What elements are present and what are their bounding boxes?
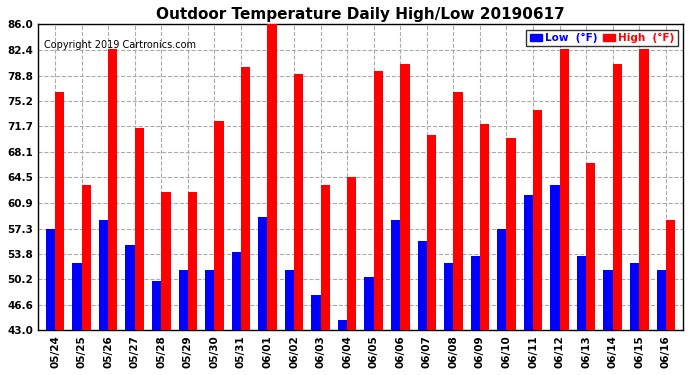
Bar bbox=[639, 50, 649, 330]
Bar bbox=[294, 74, 304, 330]
Bar bbox=[241, 67, 250, 330]
Bar bbox=[188, 192, 197, 330]
Bar bbox=[232, 252, 241, 330]
Bar bbox=[338, 320, 347, 330]
Bar bbox=[533, 110, 542, 330]
Bar bbox=[55, 92, 64, 330]
Bar bbox=[586, 163, 595, 330]
Bar bbox=[285, 270, 294, 330]
Bar bbox=[321, 184, 330, 330]
Bar bbox=[391, 220, 400, 330]
Bar bbox=[497, 229, 506, 330]
Bar bbox=[161, 192, 170, 330]
Bar bbox=[205, 270, 215, 330]
Bar bbox=[666, 220, 675, 330]
Bar bbox=[577, 256, 586, 330]
Bar bbox=[524, 195, 533, 330]
Bar bbox=[258, 216, 268, 330]
Bar bbox=[72, 263, 81, 330]
Bar bbox=[215, 120, 224, 330]
Bar bbox=[656, 270, 666, 330]
Title: Outdoor Temperature Daily High/Low 20190617: Outdoor Temperature Daily High/Low 20190… bbox=[156, 7, 565, 22]
Bar bbox=[99, 220, 108, 330]
Bar bbox=[453, 92, 463, 330]
Bar bbox=[374, 71, 383, 330]
Text: Copyright 2019 Cartronics.com: Copyright 2019 Cartronics.com bbox=[44, 40, 196, 50]
Bar bbox=[551, 184, 560, 330]
Bar bbox=[603, 270, 613, 330]
Bar bbox=[347, 177, 357, 330]
Bar bbox=[480, 124, 489, 330]
Bar bbox=[630, 263, 639, 330]
Bar bbox=[152, 280, 161, 330]
Bar bbox=[46, 229, 55, 330]
Bar bbox=[417, 242, 427, 330]
Bar bbox=[471, 256, 480, 330]
Bar bbox=[444, 263, 453, 330]
Bar bbox=[179, 270, 188, 330]
Bar bbox=[506, 138, 515, 330]
Bar bbox=[613, 64, 622, 330]
Bar bbox=[135, 128, 144, 330]
Bar bbox=[427, 135, 436, 330]
Bar bbox=[126, 245, 135, 330]
Bar bbox=[108, 50, 117, 330]
Legend: Low  (°F), High  (°F): Low (°F), High (°F) bbox=[526, 30, 678, 46]
Bar bbox=[311, 295, 321, 330]
Bar bbox=[400, 64, 410, 330]
Bar bbox=[560, 50, 569, 330]
Bar bbox=[81, 184, 91, 330]
Bar bbox=[364, 277, 374, 330]
Bar bbox=[268, 21, 277, 330]
